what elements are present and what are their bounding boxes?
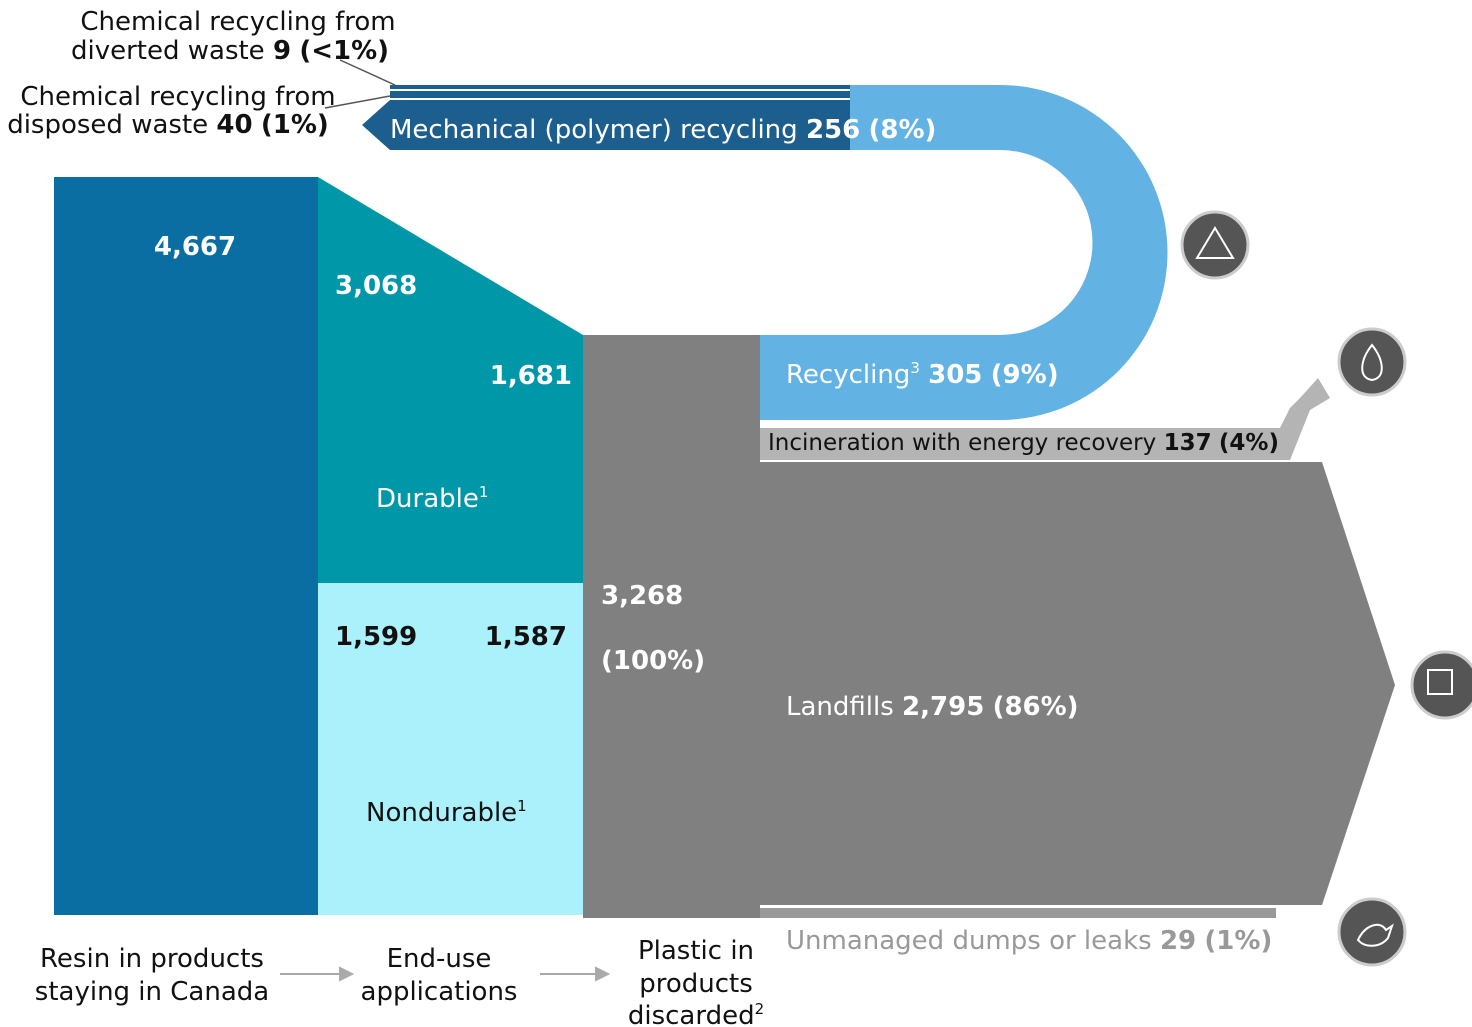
nondurable-node	[318, 583, 583, 915]
text-part: 40	[216, 110, 252, 140]
chemical-flows	[390, 85, 850, 100]
glyph	[1427, 669, 1453, 695]
text-part: diverted waste	[71, 36, 265, 66]
text-part: Nondurable	[366, 798, 517, 828]
text-part: disposed waste	[7, 110, 208, 140]
stage-label: Resin in products	[40, 944, 264, 974]
text-part: 2	[755, 1000, 765, 1018]
incineration-flow	[760, 378, 1330, 460]
durable-out-value: 1,681	[490, 361, 572, 391]
text-part: Chemical recycling from	[80, 7, 395, 37]
text-part: discarded	[628, 1001, 755, 1027]
durable-in-value: 3,068	[335, 271, 417, 301]
landfill-label: Landfills 2,795 (86%)	[786, 692, 1079, 722]
text-part: 137	[1164, 430, 1212, 456]
incineration-label: Incineration with energy recovery 137 (4…	[768, 430, 1279, 456]
glyph	[1361, 343, 1383, 382]
durable-label: Durable1	[376, 483, 488, 514]
nondurable-out-value: 1,587	[485, 622, 567, 652]
glyph	[1356, 923, 1394, 947]
icon-glyphs	[1195, 226, 1453, 947]
chem-diverted-label: Chemical recycling from	[80, 7, 395, 37]
stage-arrows	[280, 966, 611, 982]
nondurable-in-value: 1,599	[335, 622, 417, 652]
unmanaged-flow	[760, 908, 1276, 918]
text-part: 29	[1160, 926, 1196, 956]
stage-label: staying in Canada	[35, 977, 269, 1007]
mechanical-flow	[362, 100, 850, 150]
unmanaged-label: Unmanaged dumps or leaks 29 (1%)	[786, 926, 1272, 956]
text-part: 2,795	[902, 692, 984, 722]
chem-disposed-label: disposed waste 40 (1%)	[7, 110, 329, 140]
recycle-icon	[1180, 210, 1250, 280]
text-part: Unmanaged dumps or leaks	[786, 926, 1152, 956]
text-part: (8%)	[868, 115, 936, 145]
nondurable-label: Nondurable1	[366, 797, 527, 828]
text-part: 3	[910, 359, 920, 377]
bird-icon	[1337, 897, 1407, 967]
mechanical-label: Mechanical (polymer) recycling 256 (8%)	[390, 115, 936, 145]
text-part: (1%)	[261, 110, 329, 140]
text-part: (9%)	[991, 360, 1059, 390]
text-part: Chemical recycling from	[20, 82, 335, 112]
discarded-node	[583, 335, 760, 918]
text-part: Durable	[376, 484, 479, 514]
text-part: 305	[928, 360, 982, 390]
chem-disposed-label: Chemical recycling from	[20, 82, 335, 112]
fire-icon	[1337, 327, 1407, 397]
text-part: 256	[806, 115, 860, 145]
chem-diverted-label: diverted waste 9 (<1%)	[71, 36, 389, 66]
leader-line	[324, 95, 391, 109]
landfill-icon	[1410, 650, 1472, 720]
recycling-flow	[760, 85, 1168, 420]
discarded-share: (100%)	[601, 646, 705, 676]
text-part: 1	[479, 483, 489, 501]
recycling-label: Recycling3 305 (9%)	[786, 359, 1059, 390]
discarded-value: 3,268	[601, 581, 683, 611]
durable-node	[318, 177, 583, 583]
landfill-flow	[760, 462, 1395, 905]
text-part: (4%)	[1219, 430, 1279, 456]
icons	[1180, 210, 1472, 967]
arrow-head	[339, 966, 355, 982]
stage-label: Plastic in	[638, 936, 754, 966]
resin-value: 4,667	[154, 232, 236, 262]
arrow-head	[595, 966, 611, 982]
text-part: Mechanical (polymer) recycling	[390, 115, 798, 145]
text-part: 9	[273, 36, 291, 66]
text-part: Landfills	[786, 692, 894, 722]
glyph	[1195, 226, 1235, 259]
stage-label: End-use	[387, 944, 492, 974]
stage-label: applications	[361, 977, 518, 1007]
leader-line	[339, 59, 396, 86]
text-part: (1%)	[1204, 926, 1272, 956]
text-part: Incineration with energy recovery	[768, 430, 1156, 456]
text-part: (<1%)	[299, 36, 389, 66]
text-part: 1	[517, 797, 527, 815]
stage-label: products	[639, 969, 753, 999]
stage-label: discarded2	[628, 1000, 764, 1027]
text-part: Recycling	[786, 360, 910, 390]
resin-node	[54, 177, 318, 915]
text-part: (86%)	[993, 692, 1079, 722]
